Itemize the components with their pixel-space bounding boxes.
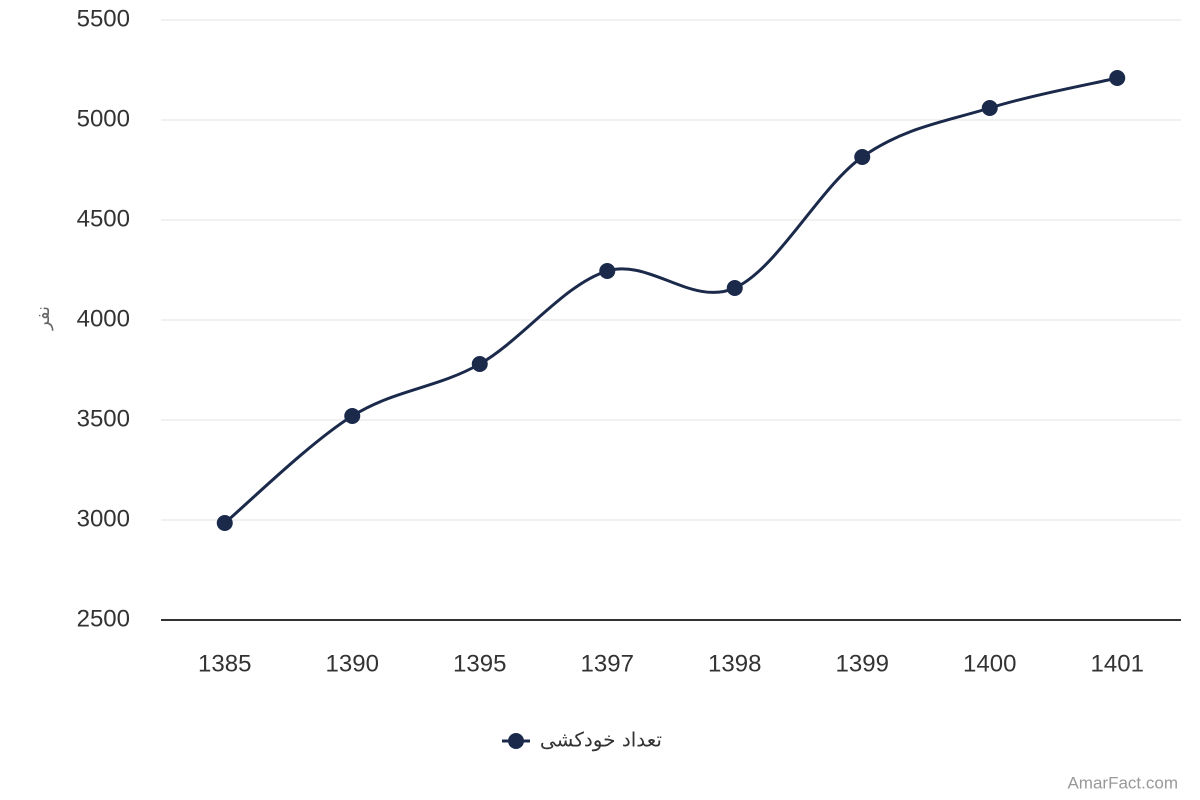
x-tick-label: 1390 [326,650,379,677]
watermark: AmarFact.com [1067,773,1178,792]
x-tick-label: 1400 [963,650,1016,677]
y-tick-label: 5000 [77,105,130,132]
x-tick-label: 1385 [198,650,251,677]
y-tick-label: 5500 [77,5,130,32]
legend-label: تعداد خودکشی [540,728,662,752]
x-tick-label: 1395 [453,650,506,677]
point [981,100,998,116]
point [599,263,616,279]
point [726,280,743,296]
legend-marker [508,733,524,749]
point [344,408,361,424]
y-tick-label: 4000 [77,305,130,332]
x-tick-label: 1401 [1091,650,1144,677]
y-tick-label: 4500 [77,205,130,232]
point [471,356,488,372]
x-tick-label: 1398 [708,650,761,677]
x-tick-label: 1397 [581,650,634,677]
y-tick-label: 3500 [77,405,130,432]
point [1109,70,1126,86]
y-tick-label: 2500 [77,605,130,632]
point [854,149,871,165]
y-axis-label: نفر [33,306,54,331]
y-tick-label: 3000 [77,505,130,532]
point [216,515,233,531]
x-tick-label: 1399 [836,650,889,677]
line [223,76,1118,525]
